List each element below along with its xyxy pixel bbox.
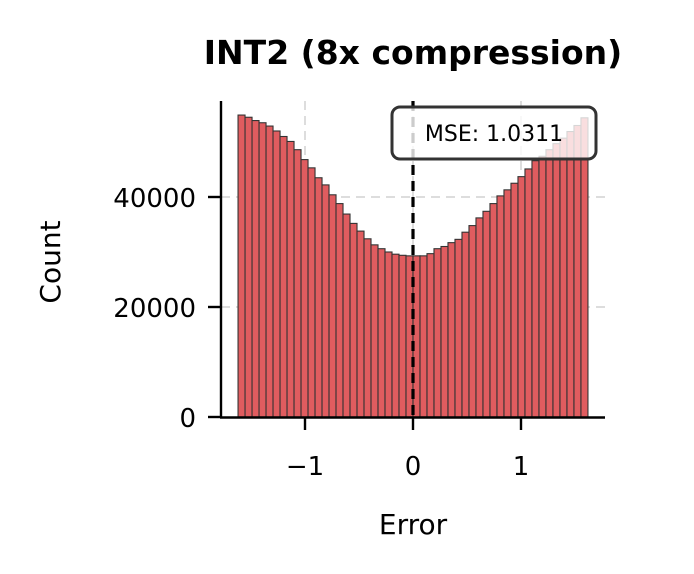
histogram-bar: [356, 230, 365, 418]
histogram-bar: [447, 242, 456, 418]
x-axis-label: Error: [379, 508, 448, 541]
histogram-bar: [265, 125, 274, 418]
histogram-bar: [272, 130, 281, 418]
histogram-bar: [468, 225, 477, 418]
y-tick-label: 0: [179, 404, 196, 434]
histogram-bar: [454, 238, 463, 418]
histogram-bar: [489, 203, 498, 418]
histogram-bar: [496, 195, 505, 418]
histogram-bar: [426, 253, 435, 418]
histogram-bar: [314, 177, 323, 418]
histogram-bar: [580, 117, 589, 418]
histogram-bar: [510, 182, 519, 418]
histogram-bar: [552, 143, 561, 418]
y-ticks: 0 20000 40000: [113, 184, 221, 434]
histogram-bar: [566, 131, 575, 418]
histogram-bar: [538, 155, 547, 418]
y-tick-label: 40000: [113, 184, 196, 214]
histogram-bar: [300, 159, 309, 418]
histogram-bar: [524, 168, 533, 418]
histogram-bar: [475, 217, 484, 418]
histogram-bar: [503, 189, 512, 418]
histogram-bar: [286, 140, 295, 418]
histogram-bar: [559, 137, 568, 418]
histogram-bar: [342, 213, 351, 418]
histogram-bar: [482, 210, 491, 418]
histogram-bar: [370, 244, 379, 418]
chart-title: INT2 (8x compression): [204, 33, 622, 72]
histogram-bar: [419, 255, 428, 418]
x-tick-label: −1: [286, 452, 324, 482]
histogram-bar: [349, 222, 358, 418]
x-tick-label: 0: [405, 452, 422, 482]
histogram-bar: [307, 167, 316, 418]
histogram-bar: [545, 149, 554, 418]
histogram-bar: [384, 251, 393, 418]
histogram-bar: [398, 254, 407, 418]
histogram-bar: [321, 184, 330, 418]
histogram-bar: [440, 245, 449, 418]
histogram-bar: [363, 238, 372, 418]
histogram-bar: [531, 160, 540, 418]
mse-label: MSE: 1.0311: [425, 122, 563, 147]
histogram-bar: [335, 203, 344, 418]
histogram-bar: [251, 120, 260, 418]
y-tick-label: 20000: [113, 294, 196, 324]
histogram-bar: [391, 253, 400, 418]
histogram-bar: [573, 124, 582, 418]
histogram-bar: [433, 248, 442, 418]
histogram-bar: [328, 194, 337, 418]
histogram-bar: [244, 116, 253, 418]
histogram-bar: [237, 114, 246, 418]
histogram-bar: [258, 122, 267, 418]
mse-box-frame: [390, 105, 598, 161]
histogram-bar: [279, 135, 288, 418]
x-tick-label: 1: [513, 452, 530, 482]
x-ticks: −1 0 1: [286, 417, 529, 482]
y-axis-label: Count: [34, 220, 67, 303]
mse-annotation-box: MSE: 1.0311: [390, 105, 598, 161]
histogram-bar: [293, 149, 302, 418]
histogram-bar: [377, 248, 386, 418]
histogram-bar: [461, 231, 470, 418]
histogram-bar: [517, 176, 526, 418]
